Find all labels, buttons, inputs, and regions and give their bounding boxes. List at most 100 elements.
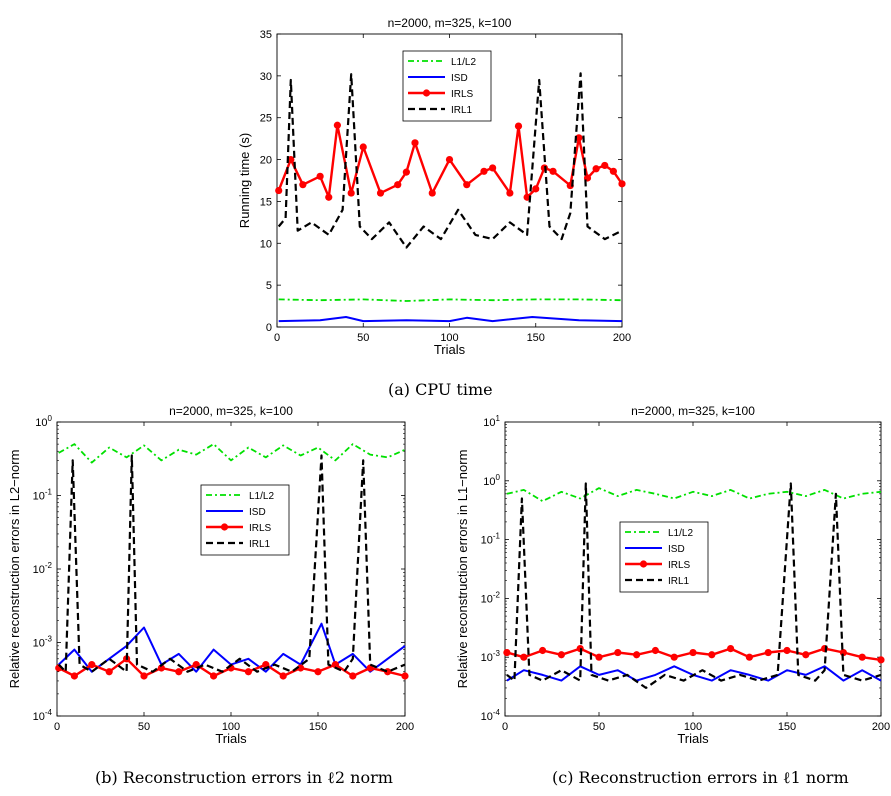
- data-point-irls: [376, 189, 385, 197]
- data-point-irls: [140, 672, 148, 680]
- legend-label: IRLS: [249, 523, 272, 534]
- legend-label: IRLS: [451, 89, 474, 100]
- data-point-irls: [633, 651, 641, 659]
- data-point-irls: [858, 653, 866, 661]
- data-point-irls: [88, 661, 96, 669]
- x-tick-label: 50: [138, 721, 150, 733]
- chart-l1-errors: 0 50 100 150 200 10-4 10-3 10-2 10-1 100 101 n=2000…: [455, 404, 890, 746]
- data-point-irls: [503, 648, 511, 657]
- data-point-irls: [401, 672, 409, 680]
- data-point-irls: [592, 165, 600, 173]
- series-line-isd: [278, 316, 623, 323]
- legend-marker-irls: [220, 523, 229, 531]
- data-point-irls: [297, 664, 305, 672]
- x-tick-label: 0: [502, 721, 508, 733]
- x-axis-label: Trials: [434, 342, 466, 357]
- x-tick-label: 150: [309, 721, 327, 733]
- data-point-irls: [764, 648, 772, 657]
- data-point-irls: [670, 653, 678, 661]
- x-tick-label: 150: [527, 332, 545, 344]
- data-point-irls: [708, 651, 716, 659]
- x-tick-label: 100: [222, 721, 240, 733]
- data-point-irls: [210, 672, 218, 680]
- x-tick-label: 0: [54, 721, 60, 733]
- series-line-l1-l2: [58, 443, 406, 464]
- data-point-irls: [359, 143, 367, 151]
- y-tick-label: 15: [260, 196, 272, 208]
- data-point-irls: [105, 668, 113, 676]
- data-point-irls: [506, 189, 514, 197]
- data-point-irls: [614, 648, 622, 657]
- data-point-irls: [428, 189, 436, 197]
- legend-label: ISD: [249, 507, 266, 518]
- data-point-irls: [157, 664, 165, 672]
- x-tick-label: 150: [778, 721, 796, 733]
- x-tick-label: 200: [872, 721, 890, 733]
- chart-title: n=2000, m=325, k=100: [631, 404, 755, 418]
- y-tick-label: 10-4: [33, 708, 53, 723]
- data-point-irls: [175, 668, 183, 676]
- data-point-irls: [609, 167, 617, 175]
- data-point-irls: [514, 122, 523, 130]
- data-point-irls: [275, 186, 283, 195]
- data-point-irls: [489, 164, 497, 172]
- legend-marker-irls: [639, 560, 648, 568]
- x-tick-label: 50: [593, 721, 605, 733]
- data-point-irls: [299, 181, 307, 189]
- data-point-irls: [333, 121, 341, 129]
- data-point-irls: [402, 168, 410, 176]
- data-point-irls: [595, 653, 603, 661]
- data-point-irls: [549, 167, 557, 175]
- legend-box: [200, 484, 290, 556]
- legend-marker-irls: [422, 89, 431, 97]
- y-tick-label: 10-1: [33, 488, 53, 503]
- x-tick-label: 100: [684, 721, 702, 733]
- y-tick-label: 20: [260, 155, 272, 167]
- legend-label: L1/L2: [668, 528, 693, 539]
- y-axis-label: Running time (s): [237, 133, 252, 228]
- data-point-irls: [445, 155, 454, 164]
- data-point-irls: [877, 656, 885, 664]
- legend-box: [619, 521, 709, 593]
- data-point-irls: [463, 181, 471, 189]
- y-tick-label: 30: [260, 71, 272, 83]
- x-tick-label: 100: [440, 332, 458, 344]
- y-tick-label: 10-3: [33, 635, 53, 650]
- y-tick-label: 25: [260, 113, 272, 125]
- data-point-irls: [316, 172, 324, 180]
- chart-title: n=2000, m=325, k=100: [169, 404, 293, 418]
- legend-label: ISD: [668, 544, 685, 555]
- y-tick-label: 100: [35, 414, 52, 429]
- x-axis-label: Trials: [677, 731, 709, 746]
- legend-label: IRLS: [668, 560, 691, 571]
- y-axis-label: Relative reconstruction errors in L2−nor…: [7, 450, 22, 689]
- legend-label: IRL1: [249, 539, 271, 550]
- caption-b: (b) Reconstruction errors in ℓ2 norm: [95, 768, 393, 787]
- data-point-irls: [745, 653, 754, 661]
- legend-label: L1/L2: [249, 491, 274, 502]
- legend-label: ISD: [451, 73, 468, 84]
- data-point-irls: [244, 668, 252, 676]
- data-point-irls: [347, 189, 355, 197]
- data-point-irls: [601, 161, 609, 170]
- series-line-irl1: [277, 72, 623, 249]
- x-tick-label: 0: [274, 332, 280, 344]
- series-line-irl1: [506, 482, 882, 690]
- data-point-irls: [279, 672, 287, 680]
- data-point-irls: [727, 645, 735, 653]
- data-point-irls: [480, 167, 488, 175]
- y-tick-label: 5: [266, 280, 272, 292]
- chart-title: n=2000, m=325, k=100: [388, 16, 512, 30]
- data-point-irls: [325, 193, 333, 201]
- data-point-irls: [411, 139, 419, 147]
- legend-label: IRL1: [668, 576, 690, 587]
- legend-label: L1/L2: [451, 57, 476, 68]
- data-point-irls: [287, 155, 295, 164]
- series-line-l1-l2: [506, 487, 882, 503]
- chart-cpu-time: 0 50 100 150 200 0 5 10 15 20 25 30 35 n=2000, m=325,…: [237, 16, 631, 357]
- y-tick-label: 10-2: [481, 590, 501, 605]
- data-point-irls: [539, 646, 547, 655]
- data-point-irls: [70, 672, 78, 680]
- x-axis-label: Trials: [215, 731, 247, 746]
